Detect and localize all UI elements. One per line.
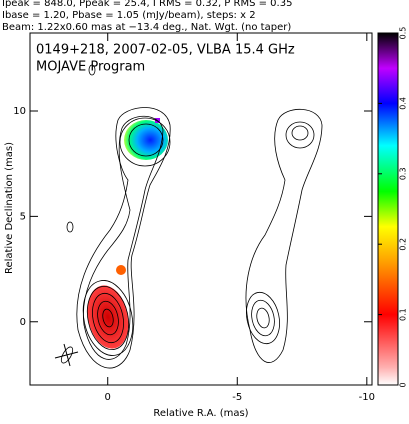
plot-title: 0149+218, 2007-02-05, VLBA 15.4 GHz bbox=[36, 43, 295, 58]
header-line: Ipeak = 848.0, Ppeak = 25.4, I RMS = 0.3… bbox=[2, 0, 292, 9]
header-line: Beam: 1.22x0.60 mas at −13.4 deg., Nat. … bbox=[2, 22, 291, 33]
x-axis-label: Relative R.A. (mas) bbox=[153, 408, 248, 419]
x-tick-label: 0 bbox=[105, 392, 111, 403]
colorbar-tick-label: 0.1 bbox=[399, 308, 408, 321]
x-tick-label: -10 bbox=[359, 392, 375, 403]
colorbar-tick-label: 0.5 bbox=[399, 27, 408, 40]
y-tick-label: 5 bbox=[20, 211, 26, 222]
contours bbox=[54, 64, 323, 369]
colorbar-tick-label: 0 bbox=[399, 382, 408, 387]
header-line: Ibase = 1.20, Pbase = 1.05 (mJy/beam), s… bbox=[2, 10, 256, 21]
y-axis-label: Relative Declination (mas) bbox=[4, 142, 15, 274]
colorbar-tick-label: 0.4 bbox=[399, 97, 408, 110]
plot-frame bbox=[29, 32, 373, 386]
colorbar-tick-label: 0.2 bbox=[399, 238, 408, 251]
y-tick-label: 0 bbox=[20, 317, 26, 328]
y-tick-label: 10 bbox=[13, 106, 26, 117]
plot-subtitle: MOJAVE Program bbox=[36, 60, 145, 75]
colorbar bbox=[377, 32, 399, 386]
colorbar-tick-label: 0.3 bbox=[399, 167, 408, 180]
x-tick-label: -5 bbox=[232, 392, 242, 403]
